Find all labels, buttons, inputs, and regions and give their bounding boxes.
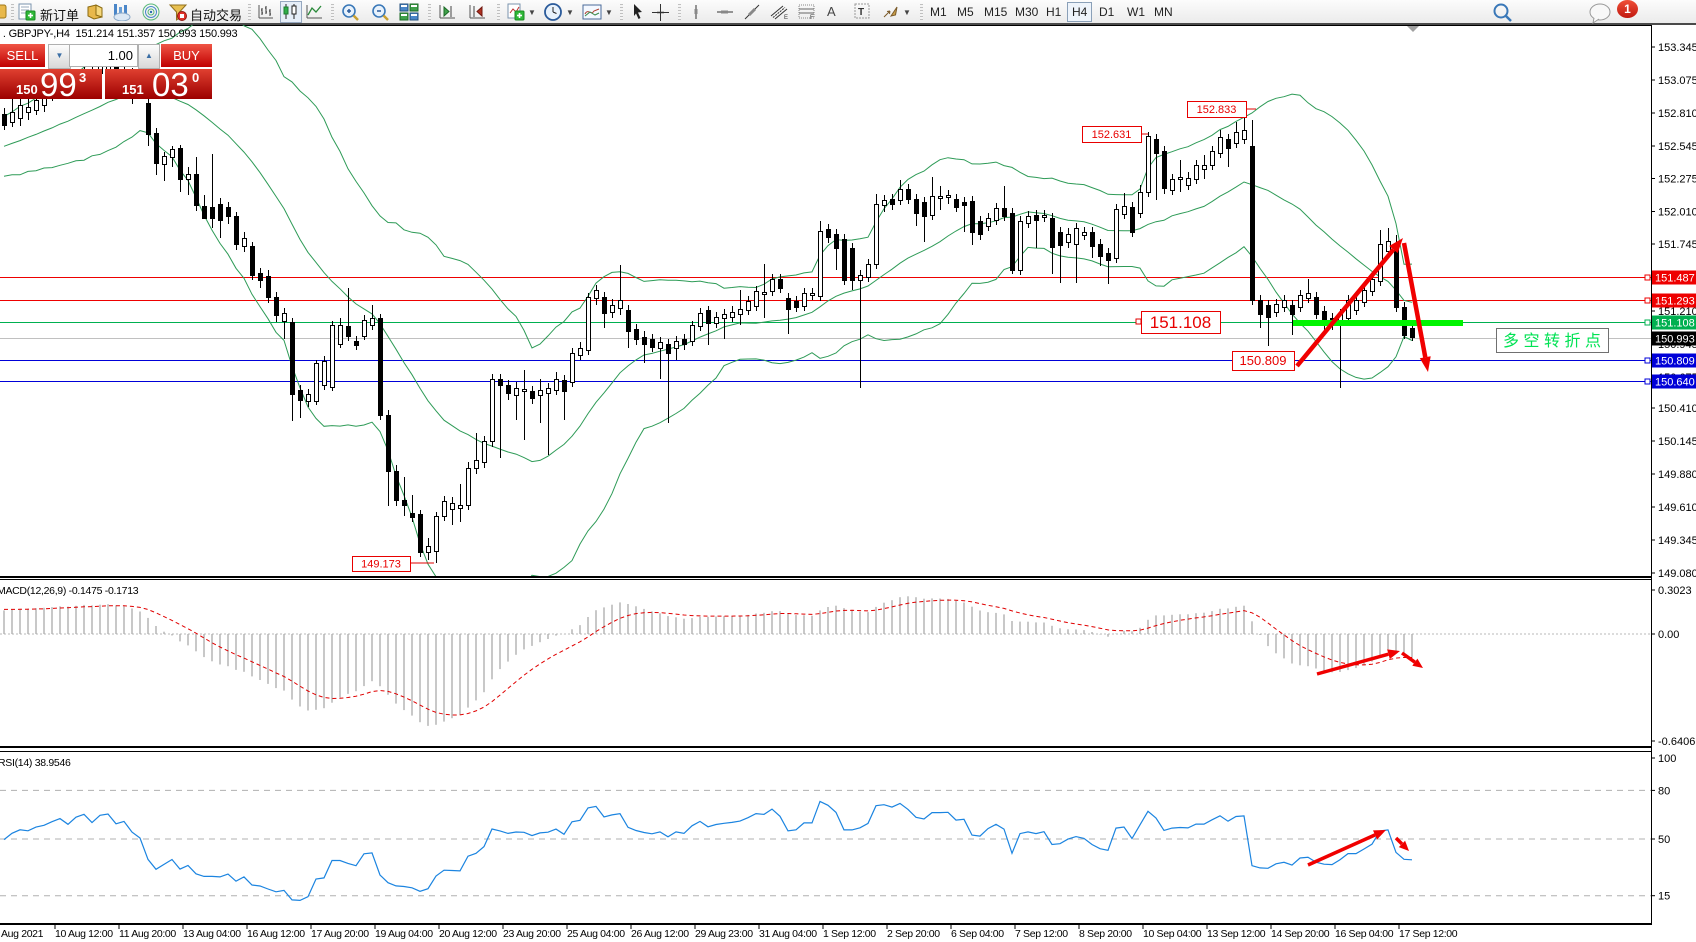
svg-text:149.173: 149.173 bbox=[361, 558, 401, 570]
svg-text:13 Aug 04:00: 13 Aug 04:00 bbox=[183, 928, 241, 940]
svg-text:150.410: 150.410 bbox=[1658, 403, 1696, 415]
svg-text:149.610: 149.610 bbox=[1658, 502, 1696, 514]
svg-text:6 Sep 04:00: 6 Sep 04:00 bbox=[951, 928, 1004, 940]
svg-text:150.145: 150.145 bbox=[1658, 436, 1696, 448]
svg-text:多空转折点: 多空转折点 bbox=[1503, 332, 1606, 350]
svg-text:E: E bbox=[784, 15, 788, 20]
svg-text:1 Sep 12:00: 1 Sep 12:00 bbox=[823, 928, 876, 940]
svg-text:150.809: 150.809 bbox=[1240, 353, 1287, 368]
svg-text:150.993: 150.993 bbox=[1655, 334, 1695, 346]
svg-text:151.108: 151.108 bbox=[1150, 313, 1211, 332]
svg-text:149.080: 149.080 bbox=[1658, 568, 1696, 580]
svg-text:152.545: 152.545 bbox=[1658, 141, 1696, 153]
svg-text:0.3023: 0.3023 bbox=[1658, 585, 1692, 597]
svg-text:151.108: 151.108 bbox=[1655, 318, 1695, 330]
svg-text:8 Sep 20:00: 8 Sep 20:00 bbox=[1079, 928, 1132, 940]
svg-text:150.640: 150.640 bbox=[1655, 377, 1695, 389]
svg-text:152.631: 152.631 bbox=[1092, 129, 1132, 141]
svg-text:152.810: 152.810 bbox=[1658, 108, 1696, 120]
svg-text:19 Aug 04:00: 19 Aug 04:00 bbox=[375, 928, 433, 940]
svg-text:10 Aug 12:00: 10 Aug 12:00 bbox=[55, 928, 113, 940]
svg-text:2 Sep 20:00: 2 Sep 20:00 bbox=[887, 928, 940, 940]
svg-text:150.809: 150.809 bbox=[1655, 356, 1695, 368]
svg-text:MACD(12,26,9) -0.1475 -0.1713: MACD(12,26,9) -0.1475 -0.1713 bbox=[0, 585, 139, 597]
svg-text:14 Sep 20:00: 14 Sep 20:00 bbox=[1271, 928, 1330, 940]
svg-text:25 Aug 04:00: 25 Aug 04:00 bbox=[567, 928, 625, 940]
svg-text:152.010: 152.010 bbox=[1658, 207, 1696, 219]
svg-text:17 Sep 12:00: 17 Sep 12:00 bbox=[1399, 928, 1458, 940]
svg-text:7 Sep 12:00: 7 Sep 12:00 bbox=[1015, 928, 1068, 940]
svg-text:17 Aug 20:00: 17 Aug 20:00 bbox=[311, 928, 369, 940]
svg-text:153.345: 153.345 bbox=[1658, 42, 1696, 54]
svg-text:13 Sep 12:00: 13 Sep 12:00 bbox=[1207, 928, 1266, 940]
svg-text:80: 80 bbox=[1658, 785, 1670, 797]
svg-text:0.00: 0.00 bbox=[1658, 629, 1679, 641]
svg-text:31 Aug 04:00: 31 Aug 04:00 bbox=[759, 928, 817, 940]
svg-text:20 Aug 12:00: 20 Aug 12:00 bbox=[439, 928, 497, 940]
svg-text:T: T bbox=[858, 7, 864, 18]
svg-text:RSI(14) 38.9546: RSI(14) 38.9546 bbox=[0, 757, 71, 769]
svg-text:Aug 2021: Aug 2021 bbox=[1, 928, 44, 940]
svg-text:23 Aug 20:00: 23 Aug 20:00 bbox=[503, 928, 561, 940]
svg-text:151.293: 151.293 bbox=[1655, 296, 1695, 308]
svg-text:149.880: 149.880 bbox=[1658, 469, 1696, 481]
svg-text:26 Aug 12:00: 26 Aug 12:00 bbox=[631, 928, 689, 940]
svg-text:11 Aug 20:00: 11 Aug 20:00 bbox=[119, 928, 176, 940]
svg-text:153.075: 153.075 bbox=[1658, 75, 1696, 87]
svg-text:151.210: 151.210 bbox=[1658, 306, 1696, 318]
svg-text:50: 50 bbox=[1658, 834, 1670, 846]
svg-text:151.745: 151.745 bbox=[1658, 239, 1696, 251]
svg-text:149.345: 149.345 bbox=[1658, 535, 1696, 547]
svg-text:152.275: 152.275 bbox=[1658, 174, 1696, 186]
svg-text:F: F bbox=[810, 15, 814, 20]
svg-text:151.487: 151.487 bbox=[1655, 273, 1695, 285]
svg-text:100: 100 bbox=[1658, 753, 1676, 765]
svg-text:152.833: 152.833 bbox=[1197, 104, 1237, 116]
svg-text:15: 15 bbox=[1658, 891, 1670, 903]
svg-text:16 Aug 12:00: 16 Aug 12:00 bbox=[247, 928, 305, 940]
svg-text:16 Sep 04:00: 16 Sep 04:00 bbox=[1335, 928, 1394, 940]
svg-text:10 Sep 04:00: 10 Sep 04:00 bbox=[1143, 928, 1202, 940]
svg-text:-0.6406: -0.6406 bbox=[1658, 736, 1695, 748]
svg-text:29 Aug 23:00: 29 Aug 23:00 bbox=[695, 928, 753, 940]
